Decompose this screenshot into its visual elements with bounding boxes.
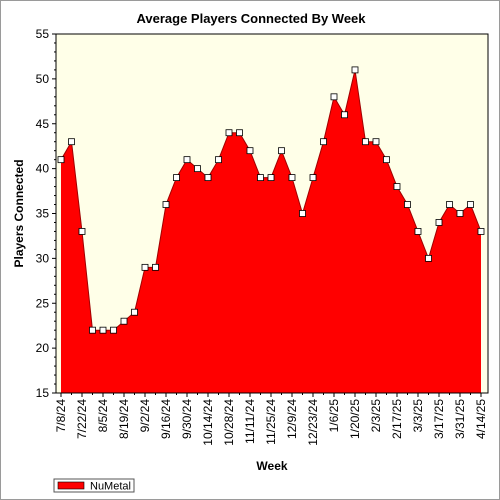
y-tick-label: 20 [36, 341, 50, 355]
data-point [351, 66, 359, 74]
data-point [173, 174, 180, 182]
data-point [225, 129, 233, 137]
data-point [246, 147, 254, 155]
data-point [372, 138, 380, 146]
data-point [330, 93, 338, 101]
data-point [110, 326, 117, 334]
x-tick-label: 10/28/24 [222, 399, 236, 446]
x-tick-label: 10/14/24 [201, 399, 215, 446]
data-point [99, 326, 107, 334]
data-point [393, 183, 401, 190]
data-point [414, 228, 422, 235]
data-point [278, 147, 285, 155]
data-point [120, 317, 128, 325]
data-point [435, 219, 443, 226]
data-point [204, 174, 212, 182]
legend: NuMetal [53, 478, 135, 493]
data-point [467, 201, 474, 208]
x-tick-label: 3/31/25 [453, 399, 467, 439]
x-tick-label: 7/22/24 [75, 399, 89, 439]
data-point [257, 174, 264, 182]
x-tick-label: 8/5/24 [96, 399, 110, 433]
y-tick-label: 55 [36, 27, 50, 41]
x-tick-label: 12/9/24 [285, 399, 299, 439]
data-point [404, 201, 411, 208]
y-tick-label: 30 [36, 251, 50, 265]
data-point [183, 156, 191, 164]
data-point [152, 263, 159, 271]
x-tick-label: 2/17/25 [390, 399, 404, 439]
x-axis-title: Week [256, 459, 287, 473]
x-tick-label: 3/3/25 [411, 399, 425, 433]
x-tick-label: 11/25/24 [264, 399, 278, 445]
x-tick-label: 9/2/24 [138, 399, 152, 433]
data-point [78, 228, 86, 235]
data-point [320, 138, 327, 146]
data-point [341, 111, 348, 119]
x-tick-label: 11/11/24 [243, 399, 257, 444]
x-tick-label: 8/19/24 [117, 399, 131, 439]
x-tick-label: 12/23/24 [306, 399, 320, 446]
data-point [194, 165, 201, 173]
data-point [309, 174, 317, 182]
data-point [141, 263, 149, 271]
x-tick-label: 9/16/24 [159, 399, 173, 439]
legend-label-numetal: NuMetal [90, 481, 131, 493]
data-point [89, 326, 96, 334]
y-tick-label: 25 [36, 296, 50, 310]
data-point [446, 201, 453, 208]
x-tick-label: 7/8/24 [54, 399, 68, 433]
data-point [425, 254, 432, 262]
data-point [131, 308, 138, 316]
x-tick-label: 2/3/25 [369, 399, 383, 433]
chart-title: Average Players Connected By Week [136, 11, 366, 26]
marker-layer [57, 66, 485, 334]
data-point [267, 174, 275, 182]
data-point [57, 156, 65, 164]
axis-layer: 15 20 25 30 35 40 45 50 55 7/8/24 7/22/24 8/5/24 8/1… [36, 27, 489, 446]
x-tick-label: 4/14/25 [474, 399, 488, 439]
data-point [477, 228, 485, 235]
data-point [383, 156, 390, 164]
legend-swatch-numetal [57, 481, 85, 490]
data-point [456, 210, 464, 217]
y-tick-label: 40 [36, 162, 50, 176]
y-tick-label: 45 [36, 117, 50, 131]
y-tick-label: 15 [36, 386, 50, 400]
x-tick-label: 1/20/25 [348, 399, 362, 439]
y-tick-label: 50 [36, 72, 50, 86]
data-point [288, 174, 296, 182]
y-axis-title: Players Connected [12, 159, 26, 267]
data-point [362, 138, 369, 146]
data-point [162, 201, 170, 208]
y-tick-label: 35 [36, 207, 50, 221]
data-point [236, 129, 243, 137]
x-tick-label: 9/30/24 [180, 399, 194, 439]
data-point [215, 156, 222, 164]
data-point [68, 138, 75, 146]
area-numetal [61, 69, 481, 394]
x-tick-label: 3/17/25 [432, 399, 446, 439]
x-tick-label: 1/6/25 [327, 399, 341, 433]
data-point [299, 210, 306, 217]
